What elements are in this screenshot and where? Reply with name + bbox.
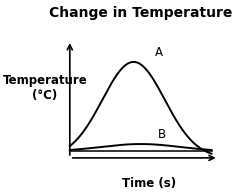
Text: Change in Temperature: Change in Temperature [49,5,233,20]
Text: A: A [155,46,163,59]
Text: Temperature
(°C): Temperature (°C) [2,74,87,102]
Text: B: B [158,128,166,141]
Text: Time (s): Time (s) [122,177,176,190]
